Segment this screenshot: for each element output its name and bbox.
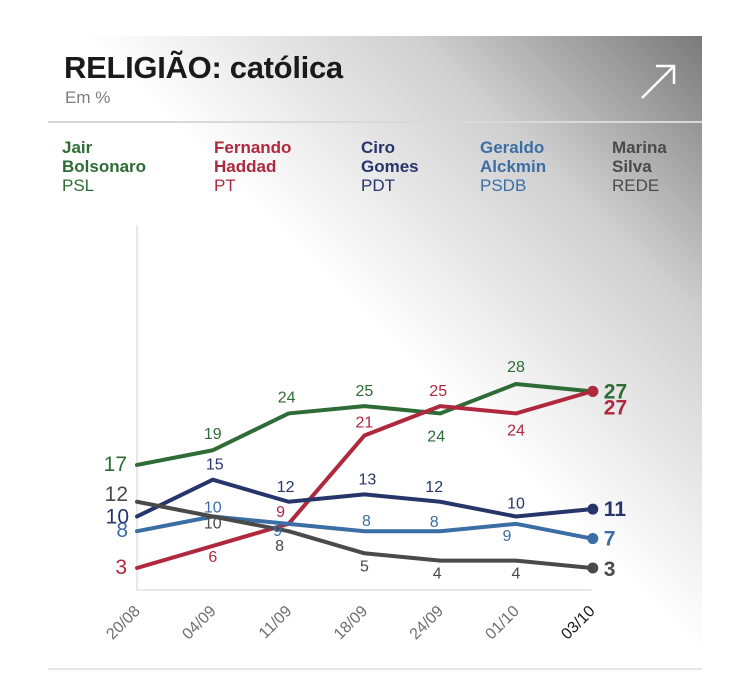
series-end-point: [587, 503, 599, 515]
data-label: 12: [425, 479, 443, 496]
data-label: 10: [507, 495, 525, 512]
series-line: [135, 477, 594, 519]
data-label: 12: [277, 479, 295, 496]
data-label: 9: [503, 528, 512, 545]
data-label: 8: [430, 514, 439, 531]
data-label: 24: [427, 428, 445, 445]
legend-item: Fernando Haddad PT: [214, 138, 291, 195]
data-label: 10: [204, 499, 222, 516]
data-label: 11: [604, 498, 627, 521]
data-label: 13: [359, 471, 377, 488]
data-label: 19: [204, 426, 222, 443]
x-tick-label: 20/08: [103, 603, 143, 643]
x-tick-label: 03/10: [558, 603, 598, 643]
series-line: [135, 499, 594, 570]
series-line: [135, 382, 594, 467]
data-label: 27: [604, 396, 627, 419]
page-subtitle: Em %: [65, 88, 111, 107]
data-label: 15: [206, 457, 224, 474]
data-label: 28: [507, 359, 525, 376]
data-label: 3: [604, 558, 616, 581]
series-end-point: [587, 533, 599, 545]
legend-party: REDE: [612, 176, 660, 195]
series-end-point: [587, 385, 599, 397]
legend-item: Geraldo Alckmin PSDB: [480, 138, 546, 195]
x-tick-label: 04/09: [179, 603, 219, 643]
legend-name: Geraldo Alckmin: [480, 138, 547, 176]
data-label: 8: [362, 513, 371, 530]
x-tick-label: 24/09: [407, 603, 447, 643]
data-label: 9: [273, 523, 282, 540]
data-label: 6: [208, 549, 217, 566]
header-divider: [48, 121, 702, 123]
data-label: 21: [356, 415, 374, 432]
legend-item: Jair Bolsonaro PSL: [62, 138, 146, 195]
data-label: 9: [276, 504, 285, 521]
expand-arrow-icon[interactable]: [636, 60, 680, 104]
data-label: 17: [104, 453, 127, 476]
data-label: 25: [356, 383, 374, 400]
series-end-point: [587, 562, 599, 574]
data-label: 8: [116, 519, 128, 542]
data-label: 10: [204, 515, 222, 532]
legend-item: Ciro Gomes PDT: [361, 138, 419, 195]
legend-name: Marina Silva: [612, 138, 667, 176]
data-label: 10: [106, 505, 129, 528]
data-label: 25: [429, 383, 447, 400]
legend-item: Marina Silva REDE: [612, 138, 667, 195]
data-label: 24: [278, 389, 296, 406]
legend-name: Jair Bolsonaro: [62, 138, 147, 176]
legend-party: PT: [214, 176, 236, 195]
data-label: 5: [360, 558, 369, 575]
data-label: 7: [604, 528, 616, 551]
data-label: 12: [105, 483, 128, 506]
legend-party: PSL: [62, 176, 95, 195]
x-tick-label: 11/09: [256, 603, 296, 643]
series-line: [135, 389, 594, 570]
page-title: RELIGIÃO: católica: [64, 50, 343, 85]
legend-name: Fernando Haddad: [214, 138, 292, 176]
data-label: 3: [115, 556, 127, 579]
data-label: 4: [433, 566, 442, 583]
x-tick-label: 18/09: [331, 603, 371, 643]
data-label: 27: [604, 380, 627, 403]
legend-party: PDT: [361, 176, 395, 195]
data-label: 24: [507, 422, 525, 439]
legend-name: Ciro Gomes: [361, 138, 419, 176]
bottom-divider: [48, 668, 702, 670]
data-label: 4: [512, 566, 521, 583]
x-tick-label: 01/10: [482, 603, 522, 643]
legend-party: PSDB: [480, 176, 527, 195]
data-label: 8: [275, 538, 284, 555]
